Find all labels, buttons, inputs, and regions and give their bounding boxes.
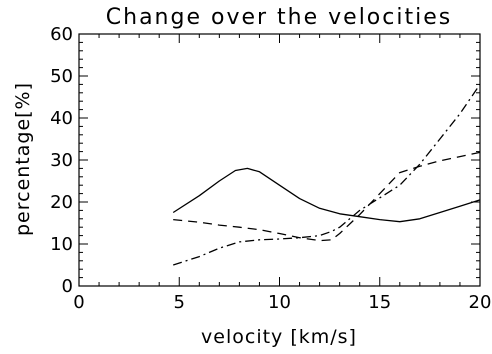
y-tick-label: 0 — [62, 276, 73, 297]
x-tick-label: 15 — [368, 292, 391, 313]
y-axis-label: percentage[%] — [12, 82, 34, 236]
x-axis-label: velocity [km/s] — [201, 326, 357, 348]
y-tick-label: 40 — [50, 108, 73, 129]
plot-area: 0 5 10 15 20 0 10 20 30 40 50 60 — [50, 24, 491, 313]
x-tick-label: 20 — [469, 292, 492, 313]
series-line-solid — [172, 167, 481, 223]
y-tick-label: 60 — [50, 24, 73, 45]
x-tick-label: 10 — [268, 292, 291, 313]
plot-frame — [78, 33, 481, 287]
series-line-dashed — [173, 151, 481, 242]
series-line-dashdot — [173, 84, 481, 266]
chart-title: Change over the velocities — [106, 5, 452, 30]
y-tick-label: 50 — [50, 66, 73, 87]
x-tick-label: 0 — [73, 292, 84, 313]
x-tick-label: 5 — [174, 292, 185, 313]
y-tick-label: 20 — [50, 192, 73, 213]
y-tick-label: 30 — [50, 150, 73, 171]
y-tick-label: 10 — [50, 234, 73, 255]
